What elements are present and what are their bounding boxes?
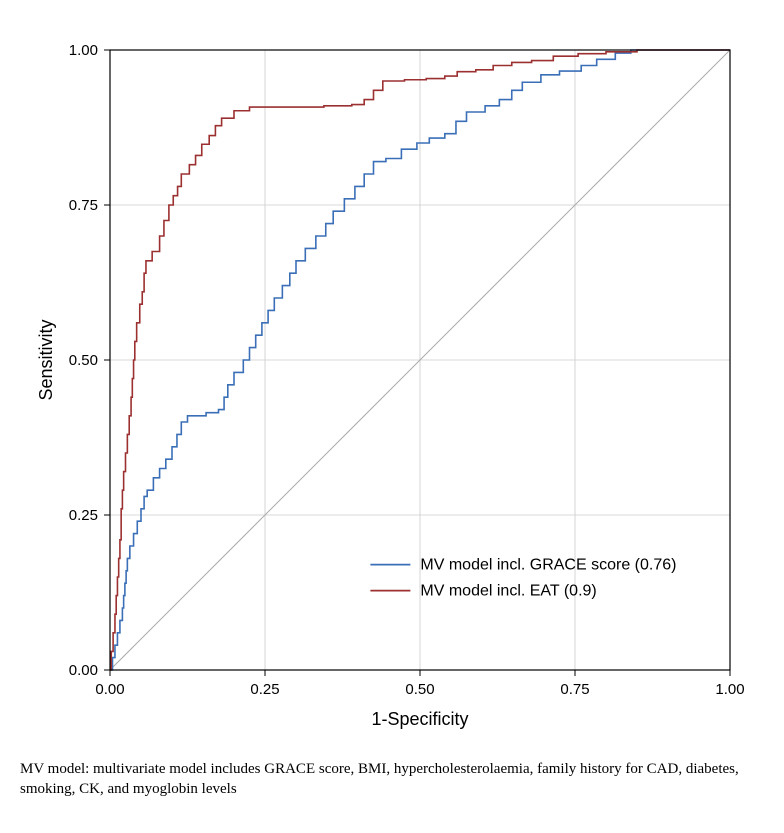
x-tick-label: 0.50 — [405, 681, 434, 698]
y-tick-label: 1.00 — [69, 42, 98, 59]
roc-chart-container: 0.00 0.00 0.25 0.25 0.50 0.50 0.75 0.75 1.00 1.00… — [20, 20, 764, 799]
chart-caption: MV model: multivariate model includes GR… — [20, 760, 740, 799]
x-tick-label: 0.75 — [560, 681, 589, 698]
x-axis-label: 1-Specificity — [371, 709, 468, 729]
x-tick-label: 0.25 — [250, 681, 279, 698]
x-tick-label: 1.00 — [715, 681, 744, 698]
y-axis-label: Sensitivity — [36, 319, 56, 400]
legend-label: MV model incl. EAT (0.9) — [420, 583, 596, 600]
y-tick-label: 0.75 — [69, 197, 98, 214]
roc-chart: 0.00 0.00 0.25 0.25 0.50 0.50 0.75 0.75 1.00 1.00… — [20, 20, 764, 740]
x-tick-label: 0.00 — [95, 681, 124, 698]
y-tick-label: 0.00 — [69, 662, 98, 679]
y-tick-label: 0.25 — [69, 507, 98, 524]
legend-label: MV model incl. GRACE score (0.76) — [420, 557, 676, 574]
y-tick-label: 0.50 — [69, 352, 98, 369]
